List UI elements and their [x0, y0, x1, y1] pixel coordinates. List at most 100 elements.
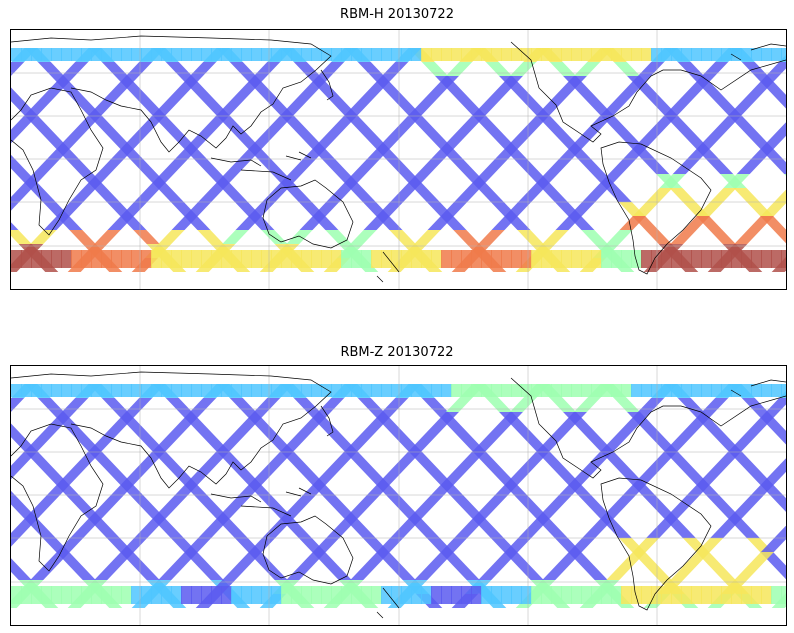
swath-segment — [326, 188, 353, 202]
swath-segment — [11, 586, 22, 604]
swath-segment — [710, 188, 737, 202]
swath-segment — [571, 586, 582, 604]
swath-segment — [747, 216, 774, 230]
swath-segment — [736, 496, 764, 510]
swath-segment — [531, 174, 558, 188]
swath-segment — [261, 48, 272, 61]
swath-segment — [768, 426, 786, 440]
swath-segment — [83, 510, 110, 524]
swath-segment — [341, 586, 352, 604]
swath-segment — [253, 398, 281, 412]
swath-segment — [416, 496, 444, 510]
swath-segment — [71, 586, 82, 604]
swath-segment — [19, 174, 46, 188]
swath-segment — [191, 48, 202, 61]
swath-segment — [111, 250, 122, 268]
swath-segment — [11, 62, 25, 76]
swath-segment — [291, 384, 302, 397]
swath-segment — [768, 90, 786, 104]
swath-segment — [171, 384, 182, 397]
coastline — [320, 405, 334, 437]
swath-segment — [544, 496, 572, 510]
swath-segment — [770, 496, 786, 510]
swath-segment — [578, 160, 606, 174]
swath-segment — [581, 384, 592, 397]
swath-segment — [366, 146, 393, 160]
swath-segment — [631, 250, 642, 268]
swath-segment — [483, 426, 510, 440]
swath-segment — [176, 76, 203, 90]
swath-segment — [158, 230, 185, 244]
swath-segment — [601, 48, 612, 61]
swath-segment — [401, 586, 412, 604]
swath-segment — [701, 398, 729, 412]
coastline — [376, 587, 400, 619]
swath-segment — [440, 538, 468, 552]
swath-segment — [110, 482, 137, 496]
swath-segment — [56, 538, 84, 552]
swath-segment — [419, 90, 446, 104]
swath-segment — [211, 174, 238, 188]
swath-segment — [131, 48, 142, 61]
swath-segment — [64, 90, 91, 104]
swath-segment — [27, 454, 54, 468]
swath-segment — [201, 586, 212, 604]
swath-segment — [71, 250, 82, 268]
swath-segment — [201, 384, 212, 397]
swath-segment — [111, 586, 122, 604]
swath-segment — [711, 586, 722, 604]
swath-segment — [581, 586, 592, 604]
swath-segment — [240, 412, 267, 426]
swath-segment — [541, 48, 552, 61]
coastline — [262, 179, 354, 249]
swath-segment — [299, 552, 326, 566]
swath-segment — [91, 454, 118, 468]
swath-segment — [445, 398, 473, 412]
swath-segment — [770, 160, 786, 174]
swath-segment — [471, 586, 482, 604]
swath-segment — [509, 62, 537, 76]
swath-segment — [531, 48, 542, 61]
swath-segment — [211, 48, 222, 61]
swath-segment — [41, 48, 52, 61]
swath-segment — [69, 566, 96, 580]
swath-segment — [304, 76, 331, 90]
swath-segment — [680, 132, 707, 146]
swath-segment — [381, 384, 392, 397]
swath-segment — [285, 524, 312, 538]
swath-segment — [481, 250, 492, 268]
swath-segment — [296, 132, 323, 146]
swath-segment — [511, 48, 522, 61]
swath-segment — [352, 496, 380, 510]
swath-segment — [120, 202, 148, 216]
swath-segment — [238, 482, 265, 496]
swath-segment — [704, 90, 731, 104]
swath-segment — [581, 566, 608, 580]
swath-segment — [371, 48, 382, 61]
swath-segment — [584, 454, 611, 468]
swath-segment — [191, 384, 202, 397]
swath-segment — [262, 188, 289, 202]
swath-segment — [32, 496, 60, 510]
swath-segment — [681, 48, 692, 61]
swath-segment — [675, 90, 702, 104]
swath-segment — [11, 524, 33, 538]
swath-segment — [671, 250, 682, 268]
swath-segment — [325, 230, 352, 244]
swath-segment — [560, 412, 587, 426]
swath-segment — [355, 90, 382, 104]
swath-segment — [31, 250, 42, 268]
swath-segment — [141, 48, 152, 61]
swath-segment — [640, 90, 667, 104]
swath-segment — [381, 250, 392, 268]
swath-segment — [709, 230, 736, 244]
swath-segment — [558, 146, 585, 160]
swath-segment — [384, 426, 411, 440]
swath-segment — [601, 384, 612, 397]
swath-segment — [322, 160, 350, 174]
swath-segment — [608, 496, 636, 510]
swath-segment — [11, 118, 35, 132]
swath-segment — [211, 510, 238, 524]
swath-segment — [721, 250, 732, 268]
swath-segment — [611, 426, 638, 440]
